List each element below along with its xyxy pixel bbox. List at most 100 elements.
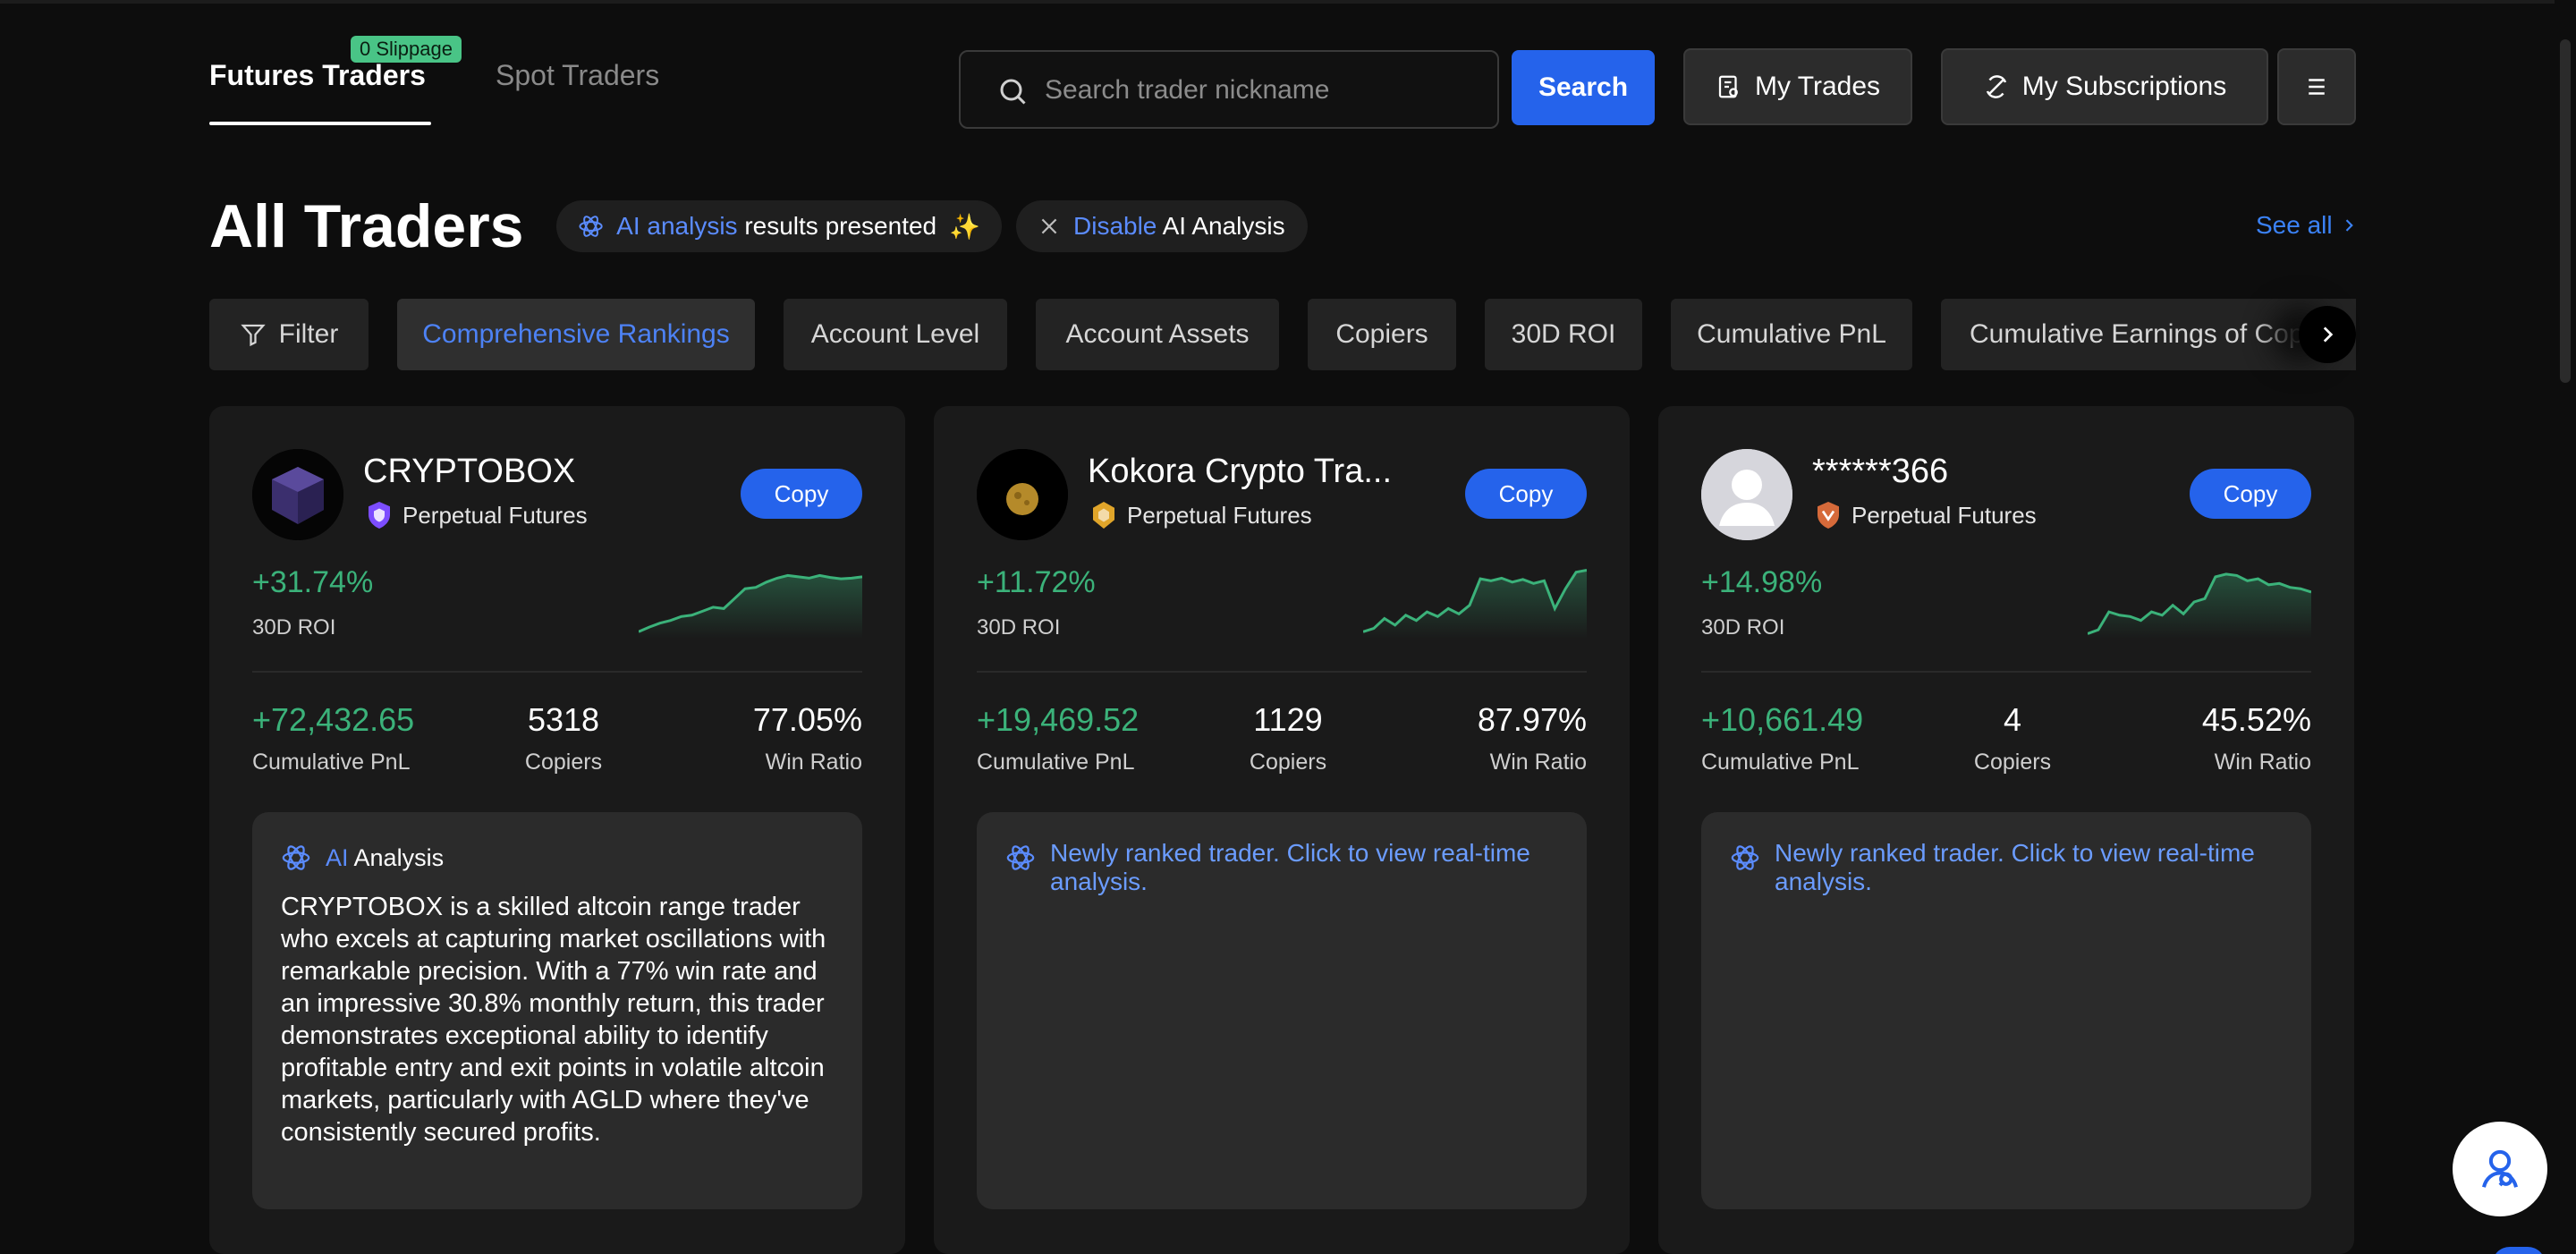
trader-name[interactable]: ******366 — [1812, 453, 1949, 490]
disable-ai-analysis-pill[interactable]: Disable AI Analysis — [1016, 200, 1308, 252]
sparkline-line — [639, 573, 862, 633]
ai-new-trader-notice[interactable]: Newly ranked trader. Click to view real-… — [1730, 839, 2293, 896]
chip-cumulative-pnl[interactable]: Cumulative PnL — [1671, 299, 1912, 370]
sparkline-area — [1363, 570, 1587, 639]
search-button[interactable]: Search — [1512, 50, 1655, 125]
sync-icon — [1986, 75, 2006, 98]
roi-label: 30D ROI — [252, 615, 336, 640]
chip-cumulative-earnings-of-copiers[interactable]: Cumulative Earnings of Copiers — [1941, 299, 2356, 370]
chevron-right-icon — [2323, 326, 2334, 343]
chip-account-assets[interactable]: Account Assets — [1036, 299, 1279, 370]
ai-analysis-box[interactable]: Newly ranked trader. Click to view real-… — [977, 812, 1587, 1209]
ai-new-text: Newly ranked trader. Click to view real-… — [1050, 839, 1530, 895]
trader-card[interactable]: Kokora Crypto Tra... Perpetual Futures C… — [934, 406, 1630, 1254]
cumulative-pnl-value: +10,661.49 — [1701, 701, 1864, 738]
see-all-link[interactable]: See all — [2256, 211, 2358, 240]
divider — [252, 671, 862, 673]
search-input[interactable] — [1045, 68, 1474, 113]
ai-pill-highlight: AI analysis — [616, 212, 738, 240]
roi-value: +14.98% — [1701, 565, 1823, 599]
disable-text: AI Analysis — [1162, 212, 1285, 240]
roi-sparkline — [2088, 572, 2311, 639]
copy-button[interactable]: Copy — [741, 469, 862, 519]
ai-analysis-text: CRYPTOBOX is a skilled altcoin range tra… — [281, 893, 826, 1147]
ai-pill-text: results presented — [744, 212, 937, 240]
sparkle-icon: ✨ — [949, 212, 980, 241]
search-icon — [1000, 79, 1026, 105]
page-title: All Traders — [209, 192, 524, 260]
ai-title-rest: Analysis — [353, 843, 445, 871]
copiers-label: Copiers — [524, 750, 603, 775]
copiers-value: 5318 — [527, 701, 600, 738]
ai-atom-icon — [282, 845, 310, 870]
roi-sparkline — [1363, 569, 1587, 639]
ai-new-trader-notice[interactable]: Newly ranked trader. Click to view real-… — [1005, 839, 1569, 896]
ranking-chips: Filter Comprehensive Rankings Account Le… — [209, 299, 2356, 370]
market-label: Perpetual Futures — [1852, 501, 2037, 529]
page-scrollbar-thumb[interactable] — [2560, 39, 2571, 383]
roi-label: 30D ROI — [1701, 615, 1785, 640]
copiers-value: 4 — [2003, 701, 2022, 738]
tab-spot-traders[interactable]: Spot Traders — [496, 59, 660, 91]
cumulative-pnl-label: Cumulative PnL — [252, 750, 411, 775]
win-ratio-label: Win Ratio — [2214, 750, 2311, 775]
trader-name[interactable]: CRYPTOBOX — [363, 453, 576, 490]
copy-button[interactable]: Copy — [1465, 469, 1587, 519]
ai-analysis-box[interactable]: Newly ranked trader. Click to view real-… — [1701, 812, 2311, 1209]
search-box — [959, 50, 1499, 129]
trader-level-row: Perpetual Futures — [1812, 499, 2037, 531]
level-badge-icon — [369, 502, 390, 529]
win-ratio-value: 77.05% — [752, 701, 862, 738]
slippage-badge: 0 Slippage — [351, 36, 462, 63]
win-ratio-label: Win Ratio — [765, 750, 862, 775]
ai-atom-icon — [1731, 845, 1759, 870]
sparkline-area — [639, 575, 862, 639]
sparkline-line — [1363, 569, 1587, 633]
roi-sparkline — [639, 573, 862, 639]
my-subscriptions-label: My Subscriptions — [2021, 72, 2227, 101]
tab-futures-traders[interactable]: Futures Traders — [209, 59, 426, 91]
hamburger-icon — [2309, 79, 2325, 95]
trader-card[interactable]: ******366 Perpetual Futures Copy +14.98%… — [1658, 406, 2354, 1254]
ai-analysis-box[interactable]: AI Analysis CRYPTOBOX is a skilled altco… — [252, 812, 862, 1209]
chip-comprehensive-rankings[interactable]: Comprehensive Rankings — [397, 299, 755, 370]
support-chat-button[interactable] — [2453, 1122, 2547, 1216]
win-ratio-label: Win Ratio — [1489, 750, 1587, 775]
secondary-floating-button[interactable] — [2492, 1247, 2546, 1254]
win-ratio-value: 87.97% — [1477, 701, 1587, 738]
sparkline-line — [2088, 572, 2311, 635]
cumulative-pnl-label: Cumulative PnL — [1701, 750, 1860, 775]
ai-new-text: Newly ranked trader. Click to view real-… — [1775, 839, 2255, 895]
cumulative-pnl-value: +19,469.52 — [977, 701, 1140, 738]
my-trades-label: My Trades — [1754, 72, 1881, 101]
chips-scroll-right-button[interactable] — [2299, 306, 2356, 363]
ai-atom-icon — [579, 216, 603, 237]
sparkline-area — [2088, 573, 2311, 639]
active-tab-underline — [209, 122, 431, 125]
ai-analysis-header: AI Analysis — [281, 843, 444, 873]
copiers-label: Copiers — [1249, 750, 1327, 775]
ai-title-highlight: AI — [326, 843, 349, 871]
menu-button[interactable] — [2277, 48, 2356, 125]
level-badge-icon — [1818, 502, 1839, 529]
trader-card[interactable]: CRYPTOBOX Perpetual Futures Copy +31.74%… — [209, 406, 905, 1254]
trader-level-row: Perpetual Futures — [1088, 499, 1312, 531]
level-badge-icon — [1093, 502, 1114, 529]
trader-level-row: Perpetual Futures — [363, 499, 588, 531]
market-label: Perpetual Futures — [402, 501, 588, 529]
cumulative-pnl-label: Cumulative PnL — [977, 750, 1135, 775]
filter-button[interactable]: Filter — [209, 299, 369, 370]
chip-30d-roi[interactable]: 30D ROI — [1485, 299, 1642, 370]
avatar — [1701, 449, 1792, 540]
document-icon — [1718, 75, 1738, 98]
roi-value: +11.72% — [977, 565, 1096, 599]
roi-label: 30D ROI — [977, 615, 1061, 640]
my-trades-button[interactable]: My Trades — [1683, 48, 1912, 125]
chip-account-level[interactable]: Account Level — [784, 299, 1007, 370]
support-agent-icon — [2482, 1149, 2518, 1188]
my-subscriptions-button[interactable]: My Subscriptions — [1941, 48, 2268, 125]
trader-name[interactable]: Kokora Crypto Tra... — [1088, 453, 1393, 490]
chip-copiers[interactable]: Copiers — [1308, 299, 1456, 370]
win-ratio-value: 45.52% — [2201, 701, 2311, 738]
copy-button[interactable]: Copy — [2190, 469, 2311, 519]
